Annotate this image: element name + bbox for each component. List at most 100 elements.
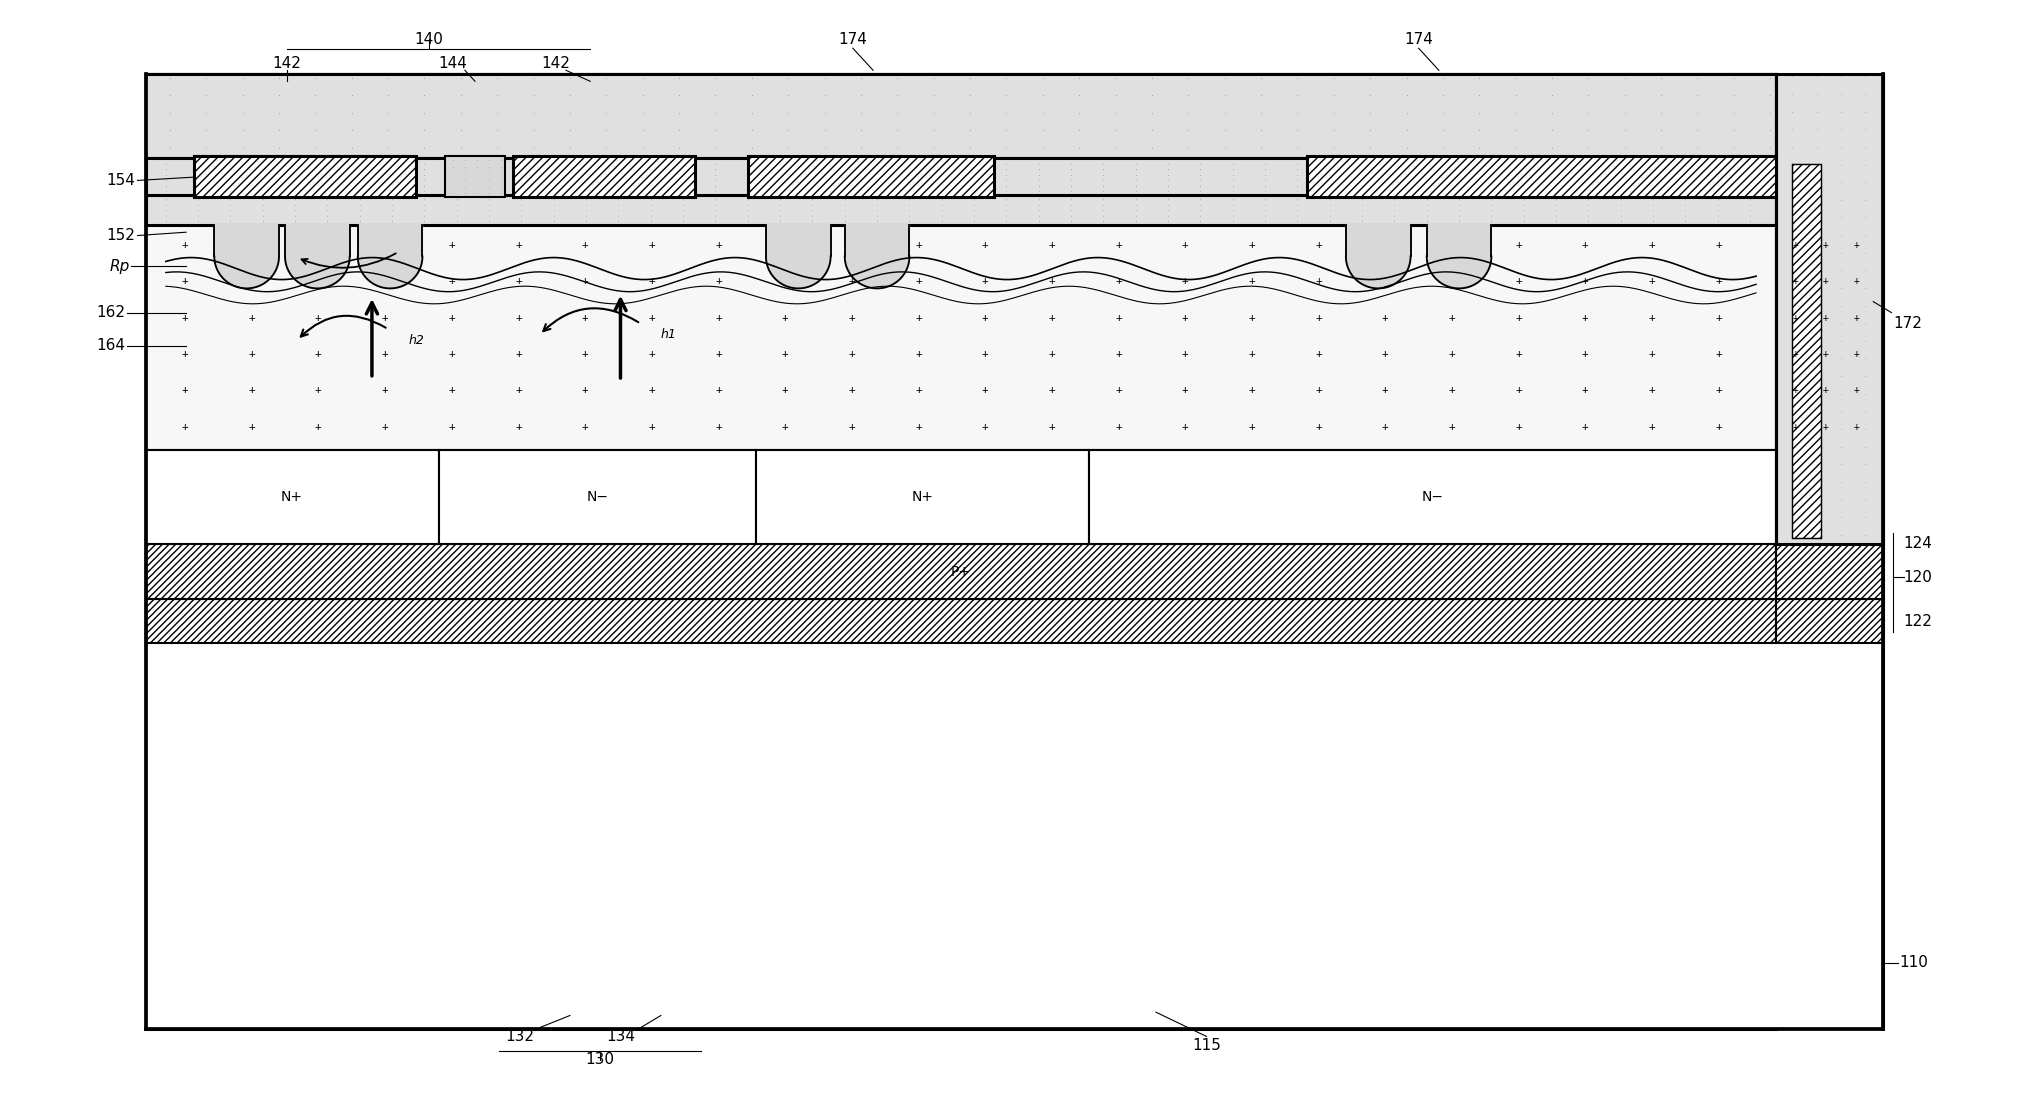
Text: +: +: [582, 240, 588, 250]
Polygon shape: [1345, 224, 1410, 289]
Bar: [146, 194, 1775, 224]
Text: +: +: [1449, 422, 1455, 432]
Text: +: +: [1792, 349, 1798, 359]
Bar: [146, 451, 438, 544]
Text: +: +: [915, 313, 921, 323]
Text: +: +: [381, 385, 388, 395]
Text: +: +: [848, 385, 854, 395]
Text: +: +: [515, 385, 521, 395]
Text: +: +: [381, 313, 388, 323]
Text: +: +: [1382, 240, 1388, 250]
Text: +: +: [1852, 349, 1859, 359]
Text: h2: h2: [408, 334, 424, 346]
Text: +: +: [781, 313, 789, 323]
Text: +: +: [1049, 276, 1055, 286]
Text: +: +: [515, 313, 521, 323]
Text: +: +: [248, 385, 256, 395]
Text: +: +: [381, 422, 388, 432]
Text: +: +: [1715, 240, 1723, 250]
Text: 132: 132: [505, 1029, 534, 1043]
Text: +: +: [1583, 240, 1589, 250]
Text: +: +: [381, 349, 388, 359]
Text: +: +: [1315, 349, 1323, 359]
Bar: [757, 451, 1090, 544]
Bar: [146, 643, 1883, 1029]
Text: +: +: [1852, 313, 1859, 323]
Text: 122: 122: [1903, 614, 1932, 628]
Text: +: +: [1822, 240, 1828, 250]
Text: +: +: [183, 313, 189, 323]
Text: +: +: [848, 422, 854, 432]
Bar: [146, 73, 1775, 1029]
Text: 144: 144: [438, 57, 467, 71]
Bar: [1775, 73, 1883, 544]
Text: +: +: [314, 313, 323, 323]
Text: N−: N−: [586, 491, 609, 504]
Text: +: +: [1822, 349, 1828, 359]
Text: 172: 172: [1893, 316, 1921, 331]
Text: 120: 120: [1903, 569, 1932, 585]
Text: +: +: [515, 349, 521, 359]
Text: +: +: [1650, 276, 1656, 286]
Bar: [146, 159, 1775, 194]
Bar: [513, 157, 696, 196]
Text: N+: N+: [282, 491, 302, 504]
Text: +: +: [649, 349, 655, 359]
Text: +: +: [1181, 422, 1189, 432]
Text: +: +: [915, 422, 921, 432]
Bar: [444, 157, 505, 196]
Bar: [749, 157, 994, 196]
Text: +: +: [1248, 385, 1256, 395]
Text: +: +: [1715, 422, 1723, 432]
Text: +: +: [1181, 276, 1189, 286]
Text: +: +: [1449, 240, 1455, 250]
Bar: [146, 73, 1775, 159]
Text: +: +: [781, 276, 789, 286]
Text: +: +: [1715, 385, 1723, 395]
Text: +: +: [649, 422, 655, 432]
Text: +: +: [1181, 349, 1189, 359]
Text: +: +: [1248, 349, 1256, 359]
Text: +: +: [1449, 313, 1455, 323]
Bar: [146, 224, 1775, 451]
Text: Rp: Rp: [110, 259, 130, 274]
Text: +: +: [582, 422, 588, 432]
Polygon shape: [357, 224, 422, 289]
Polygon shape: [767, 224, 830, 289]
Text: +: +: [714, 385, 722, 395]
Text: +: +: [1650, 422, 1656, 432]
Text: +: +: [1583, 349, 1589, 359]
Text: 140: 140: [414, 32, 442, 47]
Text: +: +: [314, 240, 323, 250]
Text: +: +: [1822, 385, 1828, 395]
Bar: [438, 451, 757, 544]
Text: +: +: [982, 313, 988, 323]
Text: +: +: [714, 240, 722, 250]
Text: +: +: [1852, 422, 1859, 432]
Text: +: +: [848, 276, 854, 286]
Text: +: +: [1650, 240, 1656, 250]
Text: N+: N+: [911, 491, 933, 504]
Text: +: +: [649, 313, 655, 323]
Text: +: +: [1583, 422, 1589, 432]
Text: +: +: [515, 240, 521, 250]
Text: +: +: [1852, 385, 1859, 395]
Text: +: +: [781, 349, 789, 359]
Text: +: +: [1382, 313, 1388, 323]
Text: +: +: [714, 313, 722, 323]
Bar: [1792, 164, 1820, 538]
Text: +: +: [183, 276, 189, 286]
Text: +: +: [248, 349, 256, 359]
Text: +: +: [1715, 349, 1723, 359]
Bar: [146, 544, 1775, 599]
Text: +: +: [582, 385, 588, 395]
Text: +: +: [714, 276, 722, 286]
Text: +: +: [1715, 313, 1723, 323]
Text: +: +: [1792, 385, 1798, 395]
Text: 174: 174: [838, 32, 866, 47]
Text: +: +: [1516, 349, 1522, 359]
Text: +: +: [1116, 385, 1122, 395]
Text: +: +: [1822, 422, 1828, 432]
Text: +: +: [848, 313, 854, 323]
Text: +: +: [314, 385, 323, 395]
